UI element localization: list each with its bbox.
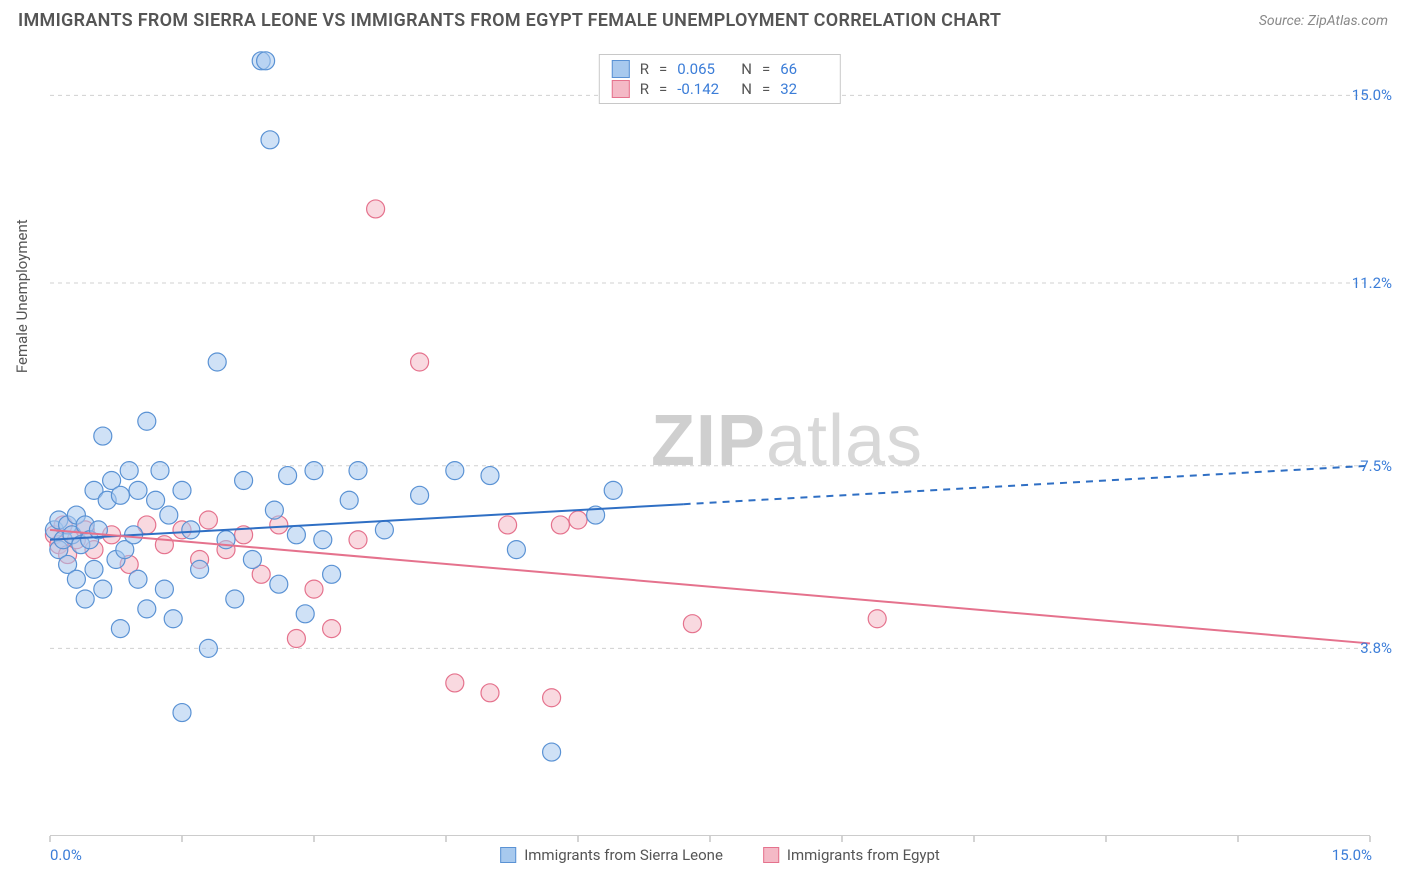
bottom-legend: Immigrants from Sierra Leone Immigrants … — [500, 846, 940, 864]
x-axis-max-label: 15.0% — [1332, 846, 1372, 864]
r-label: R — [640, 80, 649, 98]
source-value: ZipAtlas.com — [1308, 13, 1388, 29]
y-tick-label: 7.5% — [1360, 457, 1392, 475]
r-label: R — [640, 60, 649, 78]
equals-icon: = — [762, 80, 770, 98]
stats-row-series-a: R = 0.065 N = 66 — [612, 59, 828, 79]
x-axis-min-label: 0.0% — [50, 846, 82, 864]
chart-container: Female Unemployment ZIPatlas 3.8%7.5%11.… — [50, 46, 1390, 836]
swatch-series-a — [500, 847, 516, 863]
equals-icon: = — [762, 60, 770, 78]
y-tick-label: 3.8% — [1360, 639, 1392, 657]
legend-label-series-a: Immigrants from Sierra Leone — [524, 846, 723, 864]
swatch-series-b-icon — [612, 80, 630, 98]
swatch-series-b — [763, 847, 779, 863]
stats-legend: R = 0.065 N = 66 R = -0.142 N = 32 — [599, 54, 841, 104]
header: IMMIGRANTS FROM SIERRA LEONE VS IMMIGRAN… — [0, 0, 1406, 37]
n-label: N — [741, 80, 752, 98]
legend-item-series-a: Immigrants from Sierra Leone — [500, 846, 723, 864]
n-value-series-a: 66 — [780, 60, 828, 78]
legend-label-series-b: Immigrants from Egypt — [787, 846, 940, 864]
r-value-series-a: 0.065 — [677, 60, 725, 78]
x-axis — [50, 835, 1370, 836]
r-value-series-b: -0.142 — [677, 80, 725, 98]
y-tick-label: 11.2% — [1352, 274, 1392, 292]
n-value-series-b: 32 — [780, 80, 828, 98]
y-tick-label: 15.0% — [1352, 86, 1392, 104]
y-axis-label: Female Unemployment — [13, 219, 31, 373]
n-label: N — [741, 60, 752, 78]
legend-item-series-b: Immigrants from Egypt — [763, 846, 940, 864]
swatch-series-a-icon — [612, 60, 630, 78]
source-label: Source: — [1259, 13, 1308, 29]
equals-icon: = — [659, 80, 667, 98]
source-attribution: Source: ZipAtlas.com — [1259, 13, 1388, 29]
chart-title: IMMIGRANTS FROM SIERRA LEONE VS IMMIGRAN… — [18, 10, 1001, 31]
scatter-plot — [50, 46, 1390, 836]
equals-icon: = — [659, 60, 667, 78]
stats-row-series-b: R = -0.142 N = 32 — [612, 79, 828, 99]
